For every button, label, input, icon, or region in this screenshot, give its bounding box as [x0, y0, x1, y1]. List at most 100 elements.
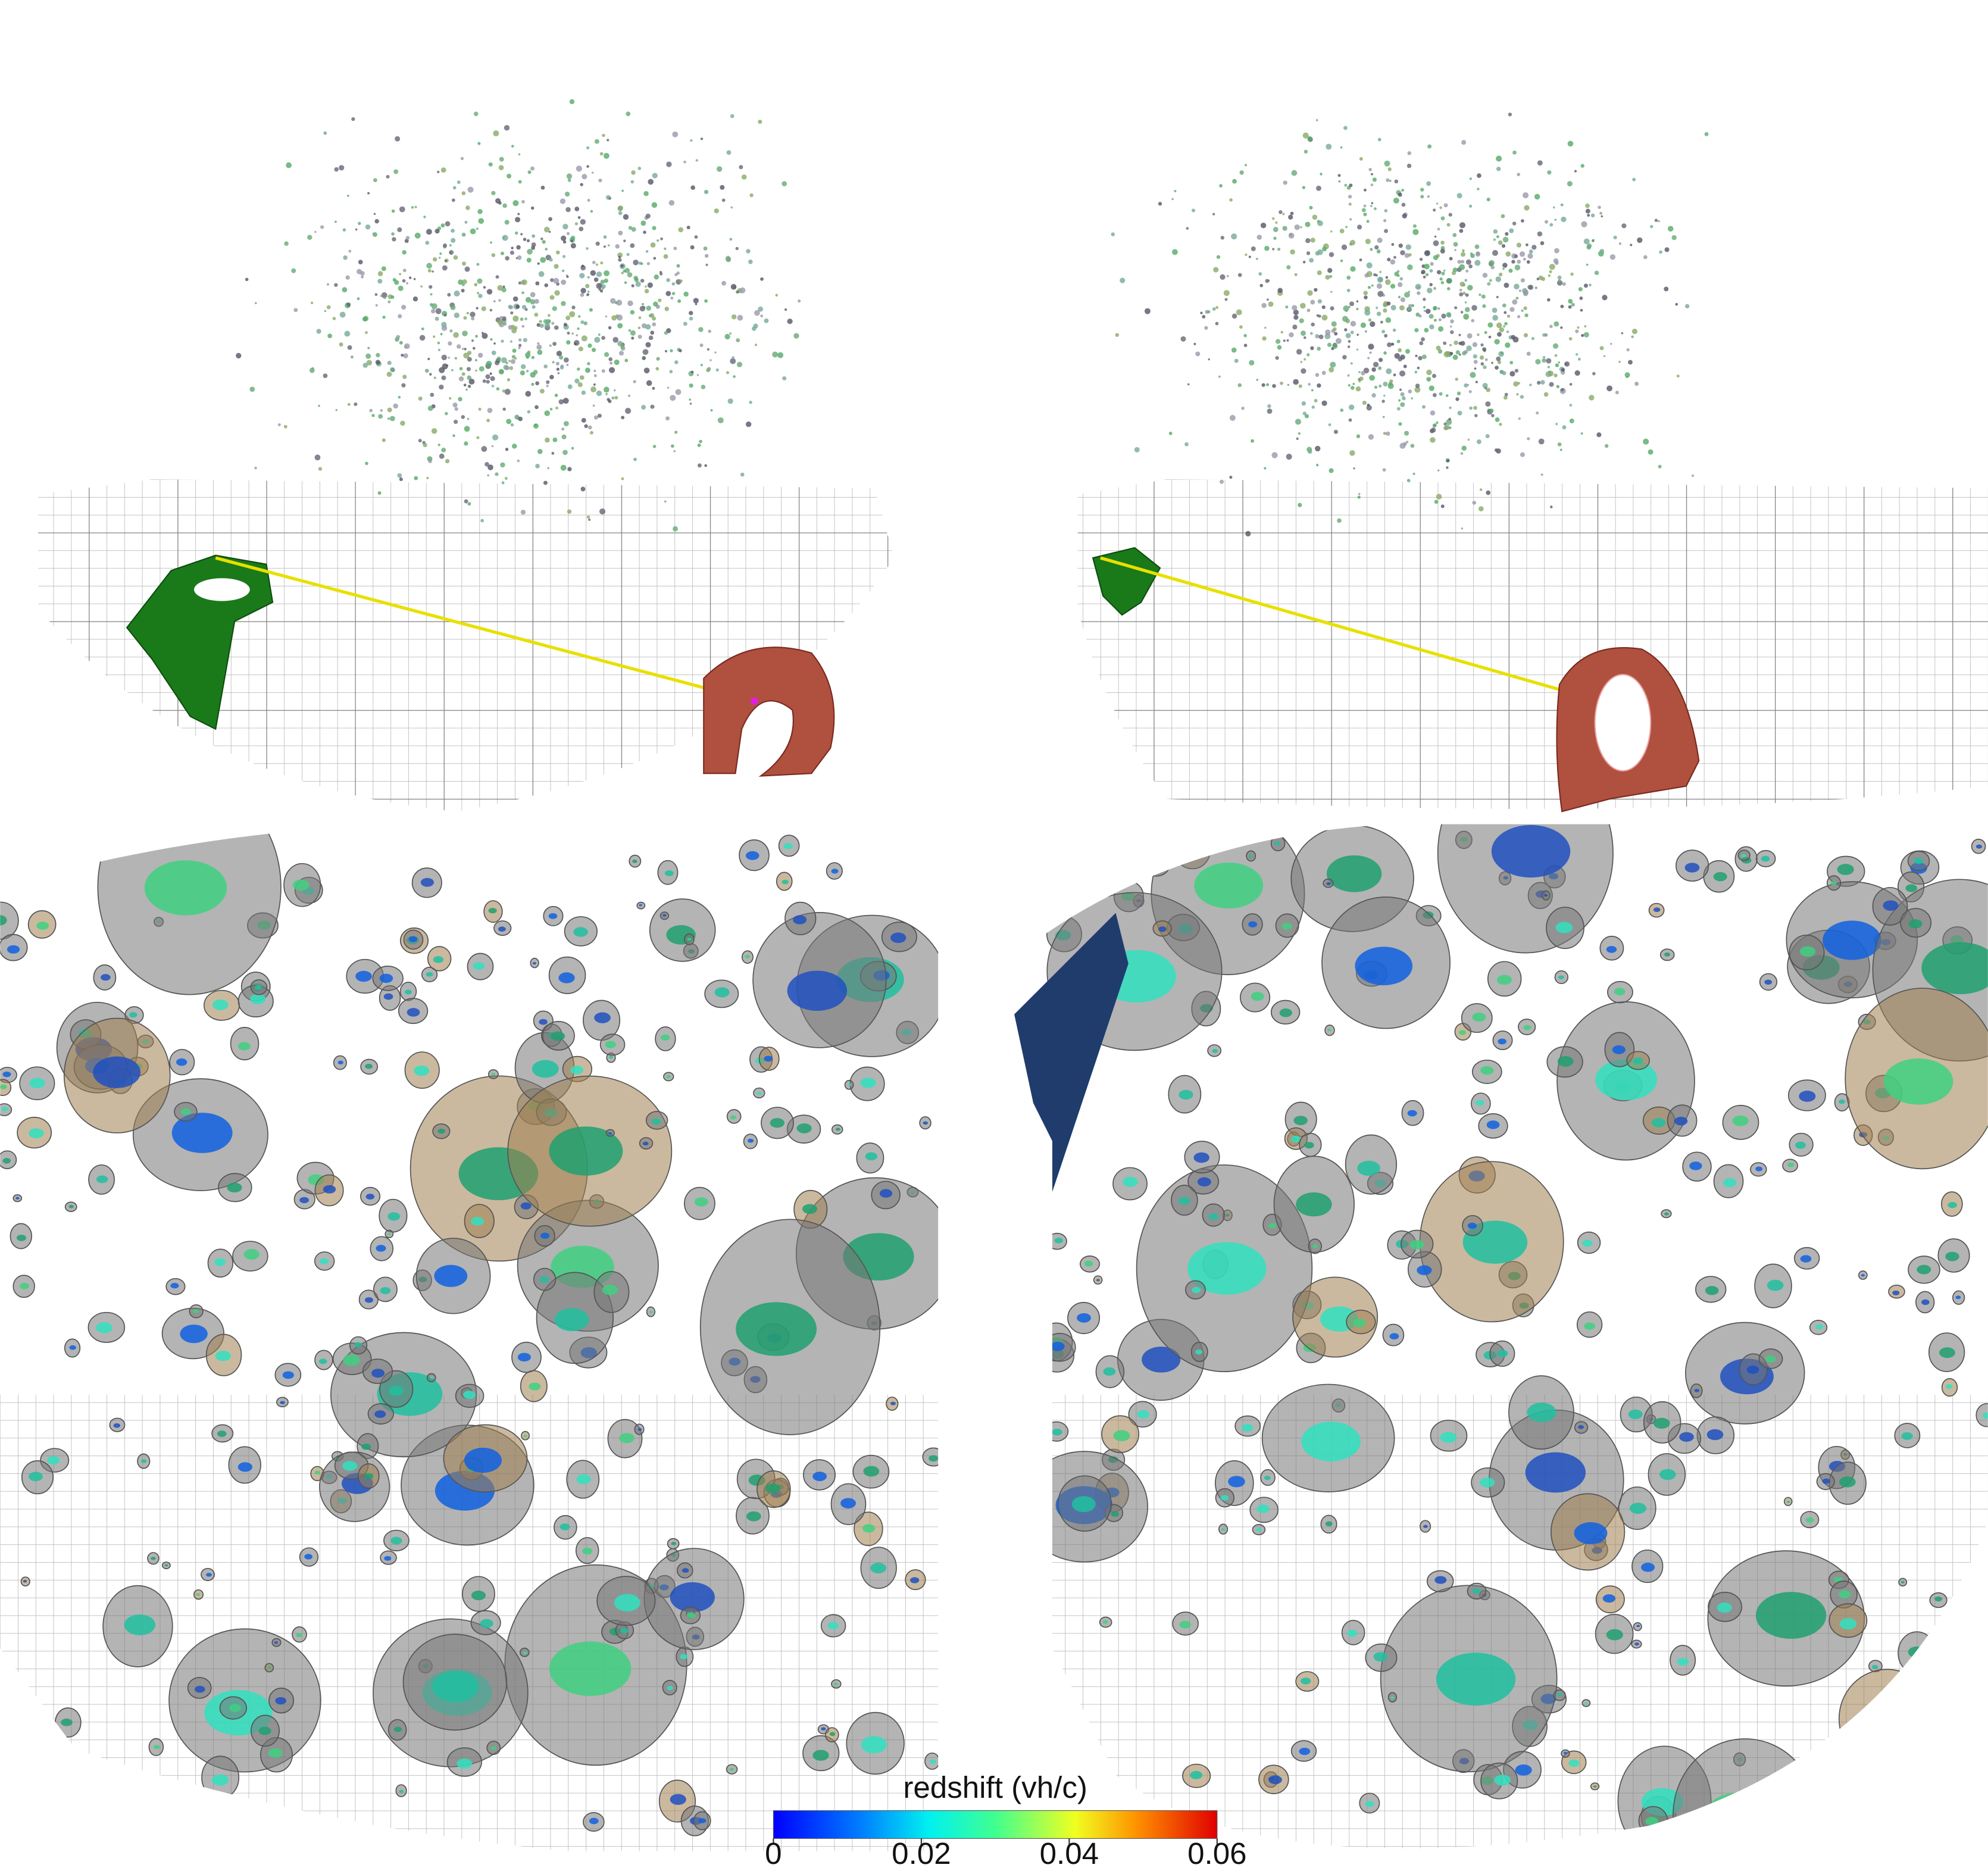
galaxy-point	[689, 398, 692, 401]
galaxy-point	[760, 314, 763, 318]
galaxy-point	[562, 398, 569, 404]
core	[1555, 922, 1573, 933]
galaxy-point	[690, 245, 695, 250]
galaxy-point	[411, 206, 414, 209]
galaxy-point	[454, 357, 458, 360]
core	[1472, 1588, 1481, 1594]
galaxy-point	[376, 352, 380, 358]
galaxy-point	[586, 165, 589, 168]
galaxy-point	[1326, 143, 1332, 150]
galaxy-point	[1483, 365, 1487, 369]
galaxy-point	[314, 454, 321, 461]
galaxy-point	[1405, 244, 1411, 250]
galaxy-point	[1492, 314, 1499, 321]
galaxy-point	[587, 369, 590, 372]
core	[879, 1189, 893, 1198]
galaxy-point	[648, 179, 654, 185]
galaxy-point	[556, 351, 562, 357]
galaxy-point	[1548, 370, 1554, 377]
core	[182, 1797, 197, 1808]
galaxy-point	[1650, 224, 1653, 229]
galaxy-point	[587, 362, 590, 366]
galaxy-point	[609, 361, 613, 365]
galaxy-point	[1288, 233, 1295, 239]
galaxy-point	[730, 283, 737, 290]
galaxy-point	[520, 510, 526, 515]
core	[1614, 988, 1626, 995]
core	[1830, 881, 1837, 885]
core	[1459, 1030, 1466, 1035]
galaxy-point	[1454, 306, 1458, 310]
galaxy-point	[326, 305, 331, 310]
galaxy-point	[561, 269, 565, 273]
galaxy-point	[623, 214, 629, 220]
galaxy-point	[605, 315, 608, 318]
galaxy-point	[387, 360, 392, 366]
galaxy-point	[695, 159, 698, 162]
galaxy-point	[724, 333, 730, 340]
galaxy-point	[1553, 321, 1559, 327]
galaxy-point	[440, 333, 443, 336]
galaxy-point	[1580, 164, 1584, 168]
galaxy-point	[1505, 232, 1509, 236]
core	[1717, 1602, 1732, 1613]
galaxy-point	[1437, 307, 1440, 310]
galaxy-point	[357, 297, 360, 301]
galaxy-point	[1219, 184, 1223, 188]
core	[860, 1077, 876, 1088]
galaxy-point	[1195, 351, 1201, 357]
galaxy-point	[698, 327, 704, 332]
core	[1077, 1313, 1091, 1323]
halo	[1097, 836, 1130, 875]
galaxy-point	[382, 316, 386, 319]
core	[1365, 1801, 1374, 1807]
galaxy-point	[1541, 277, 1546, 282]
galaxy-point	[509, 250, 514, 255]
galaxy-point	[1473, 360, 1478, 364]
galaxy-point	[619, 351, 624, 356]
galaxy-point	[1581, 334, 1584, 338]
galaxy-point	[464, 266, 470, 272]
galaxy-point	[1587, 214, 1590, 217]
galaxy-point	[1429, 268, 1433, 273]
galaxy-point	[1339, 229, 1345, 233]
galaxy-point	[560, 464, 567, 471]
galaxy-point	[1518, 417, 1521, 420]
galaxy-point	[1369, 374, 1376, 381]
galaxy-point	[621, 189, 624, 192]
galaxy-point	[1537, 380, 1541, 385]
core	[1838, 1100, 1846, 1104]
galaxy-point	[1224, 298, 1228, 301]
core	[379, 973, 393, 983]
galaxy-point	[1592, 371, 1596, 376]
galaxy-point	[433, 257, 437, 262]
core	[686, 1612, 696, 1619]
galaxy-point	[1439, 206, 1442, 210]
core	[1568, 1759, 1580, 1767]
core	[1434, 1576, 1447, 1584]
galaxy-point	[1534, 193, 1540, 200]
galaxy-point	[310, 301, 314, 304]
core	[1628, 1409, 1643, 1420]
galaxy-point	[1191, 208, 1196, 213]
galaxy-point	[1386, 301, 1391, 306]
galaxy-point	[1249, 360, 1255, 366]
galaxy-point	[618, 205, 623, 211]
core	[304, 1554, 312, 1560]
galaxy-point	[618, 230, 623, 236]
galaxy-point	[623, 269, 626, 273]
galaxy-point	[1266, 298, 1269, 301]
galaxy-point	[458, 376, 464, 382]
core	[1102, 1620, 1108, 1624]
galaxy-point	[555, 361, 559, 366]
galaxy-point	[1361, 208, 1366, 213]
galaxy-point	[601, 369, 605, 373]
core	[405, 989, 412, 995]
galaxy-point	[1464, 307, 1470, 313]
galaxy-point	[1501, 214, 1505, 218]
galaxy-point	[454, 291, 460, 297]
galaxy-point	[1513, 381, 1519, 387]
core	[831, 869, 839, 874]
galaxy-point	[1448, 426, 1452, 429]
core	[1496, 1350, 1508, 1357]
